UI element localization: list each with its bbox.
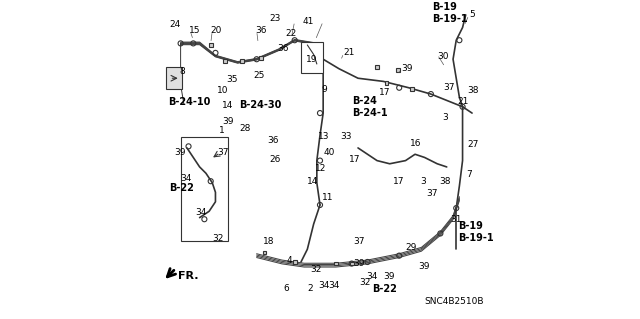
Text: 20: 20 [211,26,222,35]
Text: 41: 41 [303,17,314,26]
Bar [375,65,379,69]
Text: 16: 16 [410,139,422,148]
Text: 37: 37 [444,83,455,92]
Text: 34: 34 [328,281,339,290]
Bar [259,56,263,60]
Bar [209,43,212,47]
Text: 9: 9 [321,85,327,94]
Text: 34: 34 [180,174,192,182]
Text: 28: 28 [239,124,251,133]
Text: B-22: B-22 [372,284,397,294]
Text: 7: 7 [466,170,472,179]
Text: 39: 39 [383,272,395,281]
Text: 32: 32 [310,265,322,274]
Bar [410,87,414,91]
Text: 6: 6 [284,285,289,293]
Text: 27: 27 [467,140,479,149]
Text: 38: 38 [467,86,479,95]
Text: 36: 36 [277,44,289,53]
Text: 5: 5 [469,11,475,19]
Text: 13: 13 [319,132,330,141]
Text: 34: 34 [195,208,206,217]
Text: 29: 29 [406,243,417,252]
Text: 17: 17 [349,154,360,164]
Text: 34: 34 [366,272,378,281]
Text: 37: 37 [217,148,228,157]
Text: 17: 17 [379,88,390,97]
Text: 2: 2 [307,285,313,293]
Bar [223,59,227,63]
Text: 39: 39 [222,116,234,125]
Text: 35: 35 [227,75,238,84]
FancyBboxPatch shape [166,67,182,89]
Text: B-24-30: B-24-30 [239,100,282,110]
Text: 10: 10 [217,86,228,95]
Text: 19: 19 [306,55,317,64]
Text: 12: 12 [316,164,326,173]
Text: 3: 3 [442,113,448,122]
Text: 33: 33 [340,132,352,141]
Text: 24: 24 [170,20,180,29]
Text: 17: 17 [393,177,404,186]
Text: 8: 8 [179,67,185,76]
Text: 21: 21 [458,98,469,107]
Bar [385,81,388,85]
Text: 21: 21 [344,48,355,57]
Text: 39: 39 [353,259,365,268]
Text: 37: 37 [353,237,365,246]
Text: 36: 36 [268,136,279,145]
Bar [241,59,244,63]
Text: 4: 4 [287,256,292,265]
Text: B-19
B-19-1: B-19 B-19-1 [433,3,468,24]
Text: 14: 14 [307,177,319,186]
Bar [301,42,323,73]
Text: 18: 18 [263,237,275,246]
Text: 22: 22 [285,29,296,38]
Text: 39: 39 [401,64,412,73]
Text: 30: 30 [437,52,449,61]
Text: 15: 15 [189,26,200,35]
Text: 40: 40 [323,148,335,157]
Text: B-19
B-19-1: B-19 B-19-1 [458,221,493,243]
Text: 32: 32 [360,278,371,287]
Text: 39: 39 [418,262,429,271]
Text: 23: 23 [269,13,281,23]
Text: 25: 25 [253,70,265,79]
Text: B-22: B-22 [170,182,195,193]
Bar [292,260,296,264]
Text: 11: 11 [321,193,333,202]
Text: 38: 38 [439,177,451,186]
Text: 34: 34 [319,281,330,290]
Text: 37: 37 [426,189,438,198]
Text: 26: 26 [269,154,281,164]
Bar [350,262,353,265]
Text: SNC4B2510B: SNC4B2510B [424,297,484,306]
Bar [180,137,228,241]
Bar [334,262,338,265]
Text: 3: 3 [420,177,426,186]
Text: 14: 14 [222,101,233,110]
Text: 32: 32 [212,234,223,243]
Text: 1: 1 [219,126,225,135]
Text: FR.: FR. [178,271,198,280]
Text: B-24-10: B-24-10 [168,97,211,107]
Text: B-24
B-24-1: B-24 B-24-1 [351,96,387,117]
Bar [396,68,399,72]
Text: 31: 31 [450,215,461,224]
Text: 36: 36 [255,26,266,35]
Bar [262,250,266,254]
Text: 39: 39 [174,148,186,157]
